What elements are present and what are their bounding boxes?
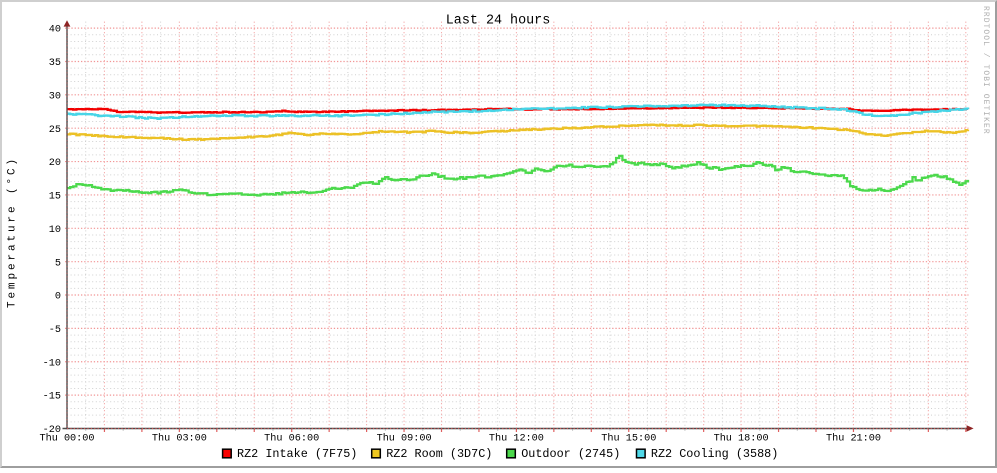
svg-text:25: 25 (49, 125, 61, 136)
svg-text:Thu 12:00: Thu 12:00 (489, 433, 544, 445)
svg-text:RRDTOOL / TOBI OETIKER: RRDTOOL / TOBI OETIKER (981, 6, 990, 135)
svg-text:Thu 18:00: Thu 18:00 (714, 433, 769, 445)
svg-text:RZ2 Cooling (3588): RZ2 Cooling (3588) (651, 447, 778, 461)
svg-text:RZ2 Intake (7F75): RZ2 Intake (7F75) (237, 447, 357, 461)
svg-text:15: 15 (49, 192, 61, 203)
svg-text:5: 5 (55, 258, 61, 269)
svg-text:20: 20 (49, 158, 61, 169)
svg-text:Thu 03:00: Thu 03:00 (152, 433, 207, 445)
svg-text:-5: -5 (49, 325, 61, 336)
svg-text:Thu 00:00: Thu 00:00 (39, 433, 94, 445)
svg-text:0: 0 (55, 292, 61, 303)
svg-text:-20: -20 (43, 425, 61, 436)
svg-text:Temperature (°C): Temperature (°C) (7, 156, 19, 308)
svg-text:-15: -15 (43, 392, 61, 403)
svg-text:10: 10 (49, 225, 61, 236)
svg-text:-10: -10 (43, 358, 61, 369)
svg-text:Thu 15:00: Thu 15:00 (601, 433, 656, 445)
svg-text:Outdoor (2745): Outdoor (2745) (521, 447, 620, 461)
svg-text:35: 35 (49, 58, 61, 69)
svg-text:40: 40 (49, 25, 61, 36)
svg-text:RZ2 Room (3D7C): RZ2 Room (3D7C) (386, 447, 492, 461)
svg-text:Last 24 hours: Last 24 hours (446, 14, 550, 29)
svg-text:Thu 21:00: Thu 21:00 (826, 433, 881, 445)
svg-text:Thu 06:00: Thu 06:00 (264, 433, 319, 445)
svg-text:30: 30 (49, 91, 61, 102)
svg-text:Thu 09:00: Thu 09:00 (377, 433, 432, 445)
